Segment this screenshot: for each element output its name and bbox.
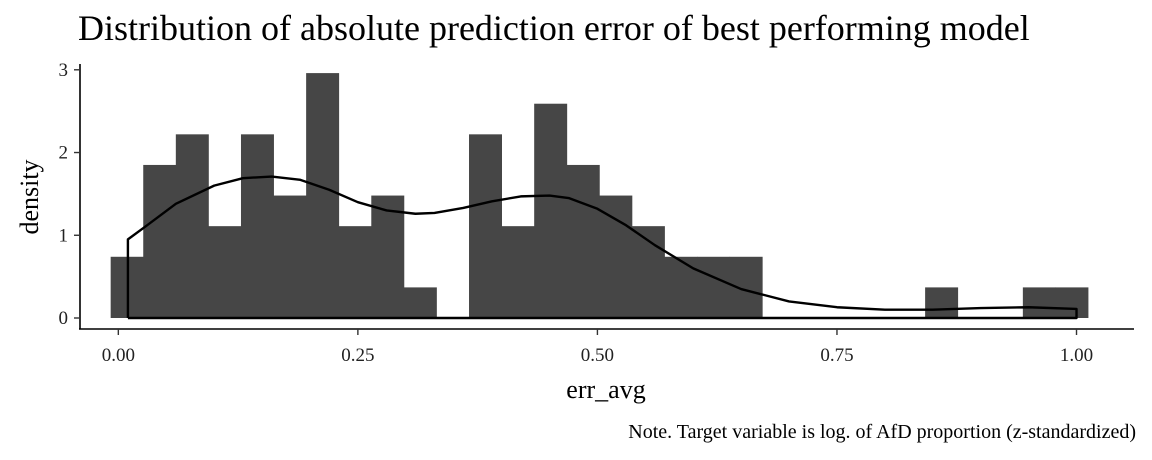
histogram-bar xyxy=(697,256,731,318)
x-tick-label: 0.75 xyxy=(820,345,853,366)
histogram-bar xyxy=(338,226,372,318)
histogram-bars xyxy=(110,73,1089,319)
y-tick-label: 3 xyxy=(59,60,69,81)
histogram-bar xyxy=(208,226,242,318)
histogram-bar xyxy=(1055,287,1089,318)
histogram-bar xyxy=(925,287,959,318)
density-curve xyxy=(126,175,1078,320)
chart-caption: Note. Target variable is log. of AfD pro… xyxy=(628,421,1136,443)
histogram-bar xyxy=(599,195,633,318)
histogram-bar xyxy=(469,134,502,318)
histogram-bar xyxy=(566,164,600,318)
y-tick-label: 0 xyxy=(59,308,69,329)
x-tick-label: 0.25 xyxy=(341,345,374,366)
histogram-bar xyxy=(501,226,535,318)
y-tick-label: 1 xyxy=(59,225,69,246)
histogram-bar xyxy=(664,256,698,318)
histogram-bar xyxy=(240,134,274,318)
x-tick-label: 0.00 xyxy=(102,345,135,366)
histogram-bar xyxy=(1022,287,1056,318)
x-tick-label: 0.50 xyxy=(581,345,614,366)
x-axis-title: err_avg xyxy=(566,375,645,404)
histogram-bar xyxy=(273,195,307,318)
y-axis-title: density xyxy=(15,159,44,234)
histogram-bar xyxy=(175,134,209,318)
x-axis-ticks: 0.00 0.25 0.50 0.75 1.00 xyxy=(102,329,1093,366)
histogram-bar xyxy=(306,73,340,318)
histogram-bar xyxy=(534,103,568,319)
x-tick-label: 1.00 xyxy=(1060,345,1093,366)
histogram-bar xyxy=(143,164,177,318)
y-tick-label: 2 xyxy=(59,143,69,164)
histogram-bar xyxy=(403,287,437,318)
chart-title: Distribution of absolute prediction erro… xyxy=(78,8,1030,48)
histogram-bar xyxy=(371,195,405,318)
y-axis-ticks: 0 1 2 3 xyxy=(59,60,80,329)
